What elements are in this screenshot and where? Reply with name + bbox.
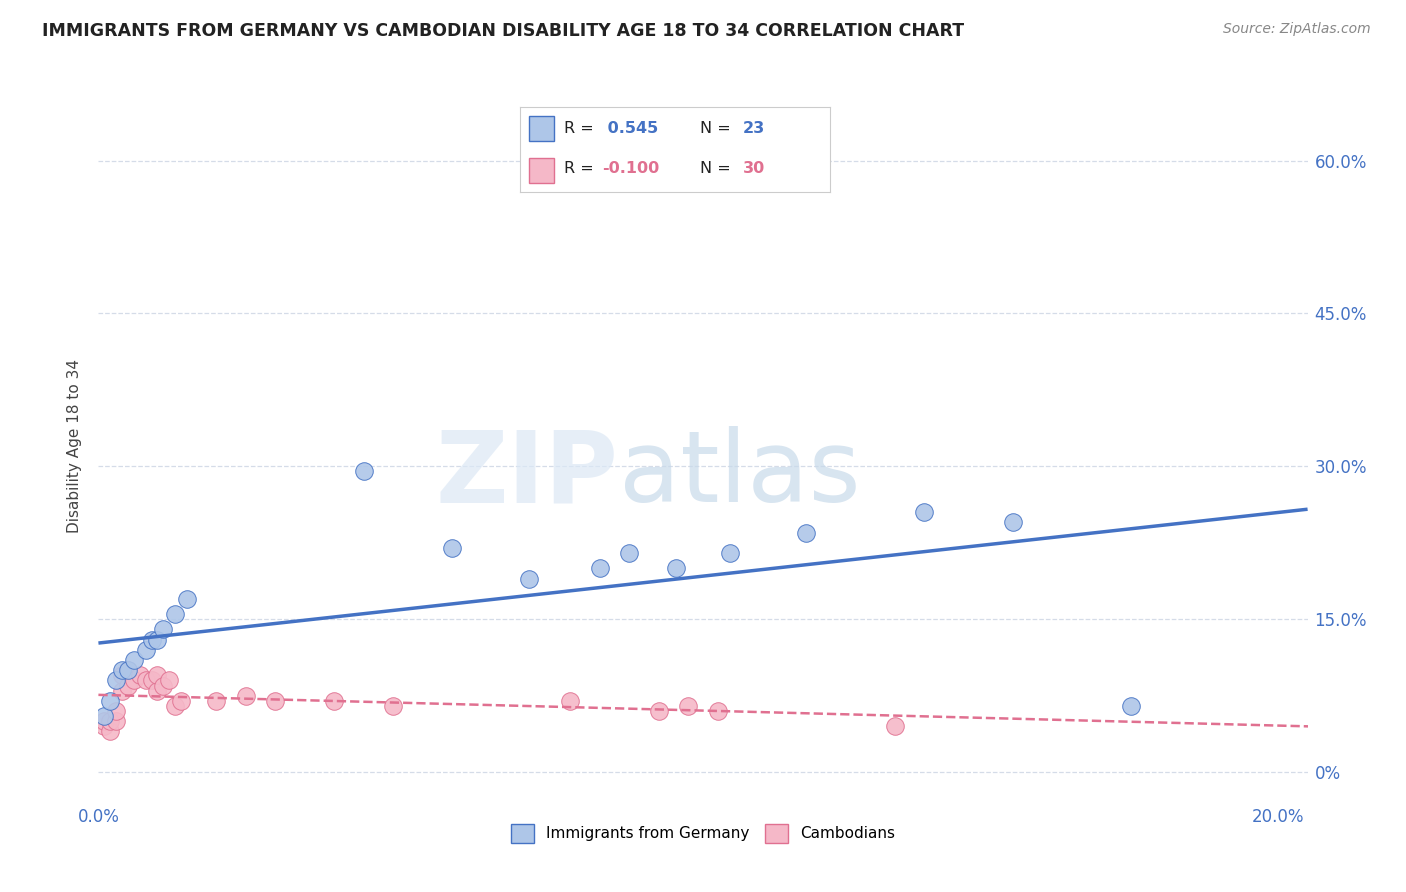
- Text: R =: R =: [564, 161, 599, 177]
- Text: Source: ZipAtlas.com: Source: ZipAtlas.com: [1223, 22, 1371, 37]
- Point: [1119, 698, 1142, 713]
- Point: [105, 704, 128, 718]
- Point: [152, 623, 174, 637]
- Text: N =: N =: [700, 120, 735, 136]
- Point: [157, 673, 180, 688]
- Bar: [530, 158, 554, 183]
- Point: [517, 572, 540, 586]
- Point: [323, 694, 346, 708]
- Text: N =: N =: [700, 161, 735, 177]
- Bar: [530, 115, 554, 141]
- Point: [441, 541, 464, 555]
- Point: [98, 694, 121, 708]
- Point: [128, 668, 150, 682]
- Point: [665, 561, 688, 575]
- Point: [176, 591, 198, 606]
- Point: [648, 704, 671, 718]
- Point: [117, 663, 139, 677]
- Point: [111, 663, 134, 677]
- Point: [353, 465, 375, 479]
- Point: [883, 719, 905, 733]
- Point: [794, 525, 817, 540]
- Point: [111, 668, 134, 682]
- Legend: Immigrants from Germany, Cambodians: Immigrants from Germany, Cambodians: [505, 818, 901, 848]
- Point: [93, 714, 115, 729]
- Point: [117, 663, 139, 677]
- Point: [706, 704, 728, 718]
- Text: -0.100: -0.100: [602, 161, 659, 177]
- Point: [235, 689, 257, 703]
- Point: [912, 505, 935, 519]
- Text: 0.545: 0.545: [602, 120, 658, 136]
- Point: [98, 714, 121, 729]
- Text: R =: R =: [564, 120, 599, 136]
- Point: [122, 653, 145, 667]
- Point: [111, 683, 134, 698]
- Point: [152, 679, 174, 693]
- Point: [165, 607, 187, 622]
- Point: [122, 673, 145, 688]
- Point: [382, 698, 405, 713]
- Point: [560, 694, 582, 708]
- Point: [146, 632, 169, 647]
- Point: [205, 694, 228, 708]
- Point: [141, 673, 163, 688]
- Text: 23: 23: [742, 120, 765, 136]
- Point: [98, 724, 121, 739]
- Point: [589, 561, 612, 575]
- Point: [264, 694, 287, 708]
- Point: [1001, 516, 1024, 530]
- Point: [105, 673, 128, 688]
- Point: [93, 719, 115, 733]
- Point: [619, 546, 641, 560]
- Point: [718, 546, 741, 560]
- Point: [170, 694, 193, 708]
- Point: [141, 632, 163, 647]
- Point: [135, 643, 157, 657]
- Text: 30: 30: [742, 161, 765, 177]
- Point: [135, 673, 157, 688]
- Point: [146, 668, 169, 682]
- Text: ZIP: ZIP: [436, 426, 619, 523]
- Y-axis label: Disability Age 18 to 34: Disability Age 18 to 34: [67, 359, 83, 533]
- Text: IMMIGRANTS FROM GERMANY VS CAMBODIAN DISABILITY AGE 18 TO 34 CORRELATION CHART: IMMIGRANTS FROM GERMANY VS CAMBODIAN DIS…: [42, 22, 965, 40]
- Text: atlas: atlas: [619, 426, 860, 523]
- Point: [93, 709, 115, 723]
- Point: [117, 679, 139, 693]
- Point: [165, 698, 187, 713]
- Point: [678, 698, 700, 713]
- Point: [105, 714, 128, 729]
- Point: [146, 683, 169, 698]
